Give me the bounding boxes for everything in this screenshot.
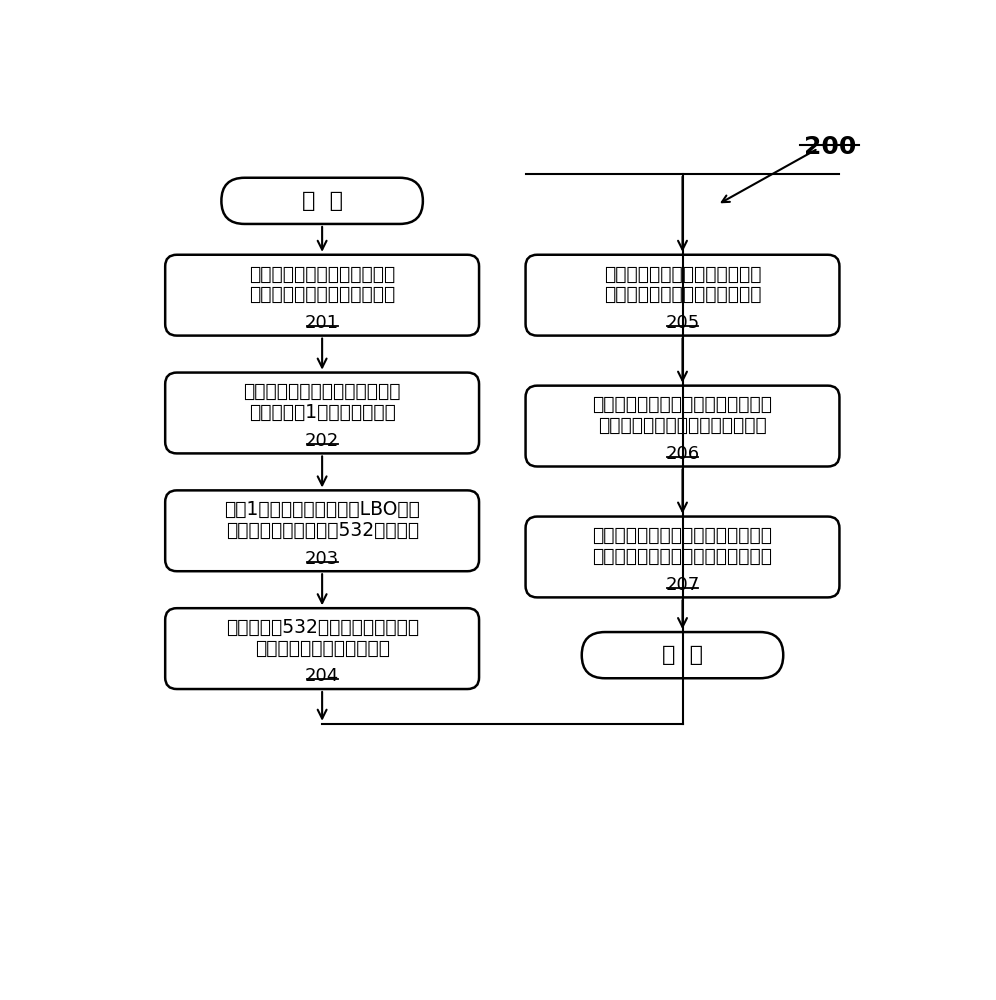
FancyBboxPatch shape — [165, 255, 479, 336]
Text: 204: 204 — [305, 667, 340, 685]
FancyBboxPatch shape — [582, 632, 783, 678]
Text: 并激发两种液体产生拉曼散射光: 并激发两种液体产生拉曼散射光 — [604, 285, 761, 304]
Text: 所述窄线宽532纳米激光经过耦合器: 所述窄线宽532纳米激光经过耦合器 — [225, 618, 418, 637]
Text: 206: 206 — [665, 445, 699, 463]
Text: 两束激光分别进入两根空芯光纤: 两束激光分别进入两根空芯光纤 — [604, 264, 761, 284]
Text: 光电探测器后传输至数据分析系统: 光电探测器后传输至数据分析系统 — [599, 416, 767, 435]
FancyBboxPatch shape — [221, 178, 423, 224]
Text: 数据分析系统获得两种拉曼光谱信号: 数据分析系统获得两种拉曼光谱信号 — [593, 526, 773, 545]
Text: 200: 200 — [805, 135, 857, 159]
Text: 207: 207 — [665, 576, 699, 594]
Text: 所述激光经过有源光纤后被放大: 所述激光经过有源光纤后被放大 — [243, 382, 400, 401]
Text: 从而实现输出窄线宽的532纳米激光: 从而实现输出窄线宽的532纳米激光 — [225, 521, 418, 540]
Text: 202: 202 — [305, 432, 340, 450]
Text: 再依次通过两个收集光路透镜和两个: 再依次通过两个收集光路透镜和两个 — [593, 395, 773, 414]
Text: 并经振荡产1微米波长的激光: 并经振荡产1微米波长的激光 — [249, 403, 395, 422]
Text: 并经波分复用器耦合进谐振腔: 并经波分复用器耦合进谐振腔 — [249, 285, 395, 304]
FancyBboxPatch shape — [526, 255, 840, 336]
Text: 201: 201 — [305, 314, 340, 332]
Text: 被分成第一激光和第二激光: 被分成第一激光和第二激光 — [255, 639, 389, 658]
FancyBboxPatch shape — [165, 373, 479, 453]
FancyBboxPatch shape — [526, 517, 840, 597]
FancyBboxPatch shape — [165, 490, 479, 571]
Text: 205: 205 — [665, 314, 699, 332]
Text: 203: 203 — [305, 550, 340, 568]
Text: 分析得出两种液体的差异及成分组成: 分析得出两种液体的差异及成分组成 — [593, 547, 773, 566]
Text: 连续激光器作为光源发出激光: 连续激光器作为光源发出激光 — [249, 264, 395, 284]
Text: 开  始: 开 始 — [302, 191, 343, 211]
Text: 结  束: 结 束 — [662, 645, 703, 665]
FancyBboxPatch shape — [165, 608, 479, 689]
Text: 所述1微米波长激光再经过LBO倍频: 所述1微米波长激光再经过LBO倍频 — [224, 500, 420, 519]
FancyBboxPatch shape — [526, 386, 840, 466]
